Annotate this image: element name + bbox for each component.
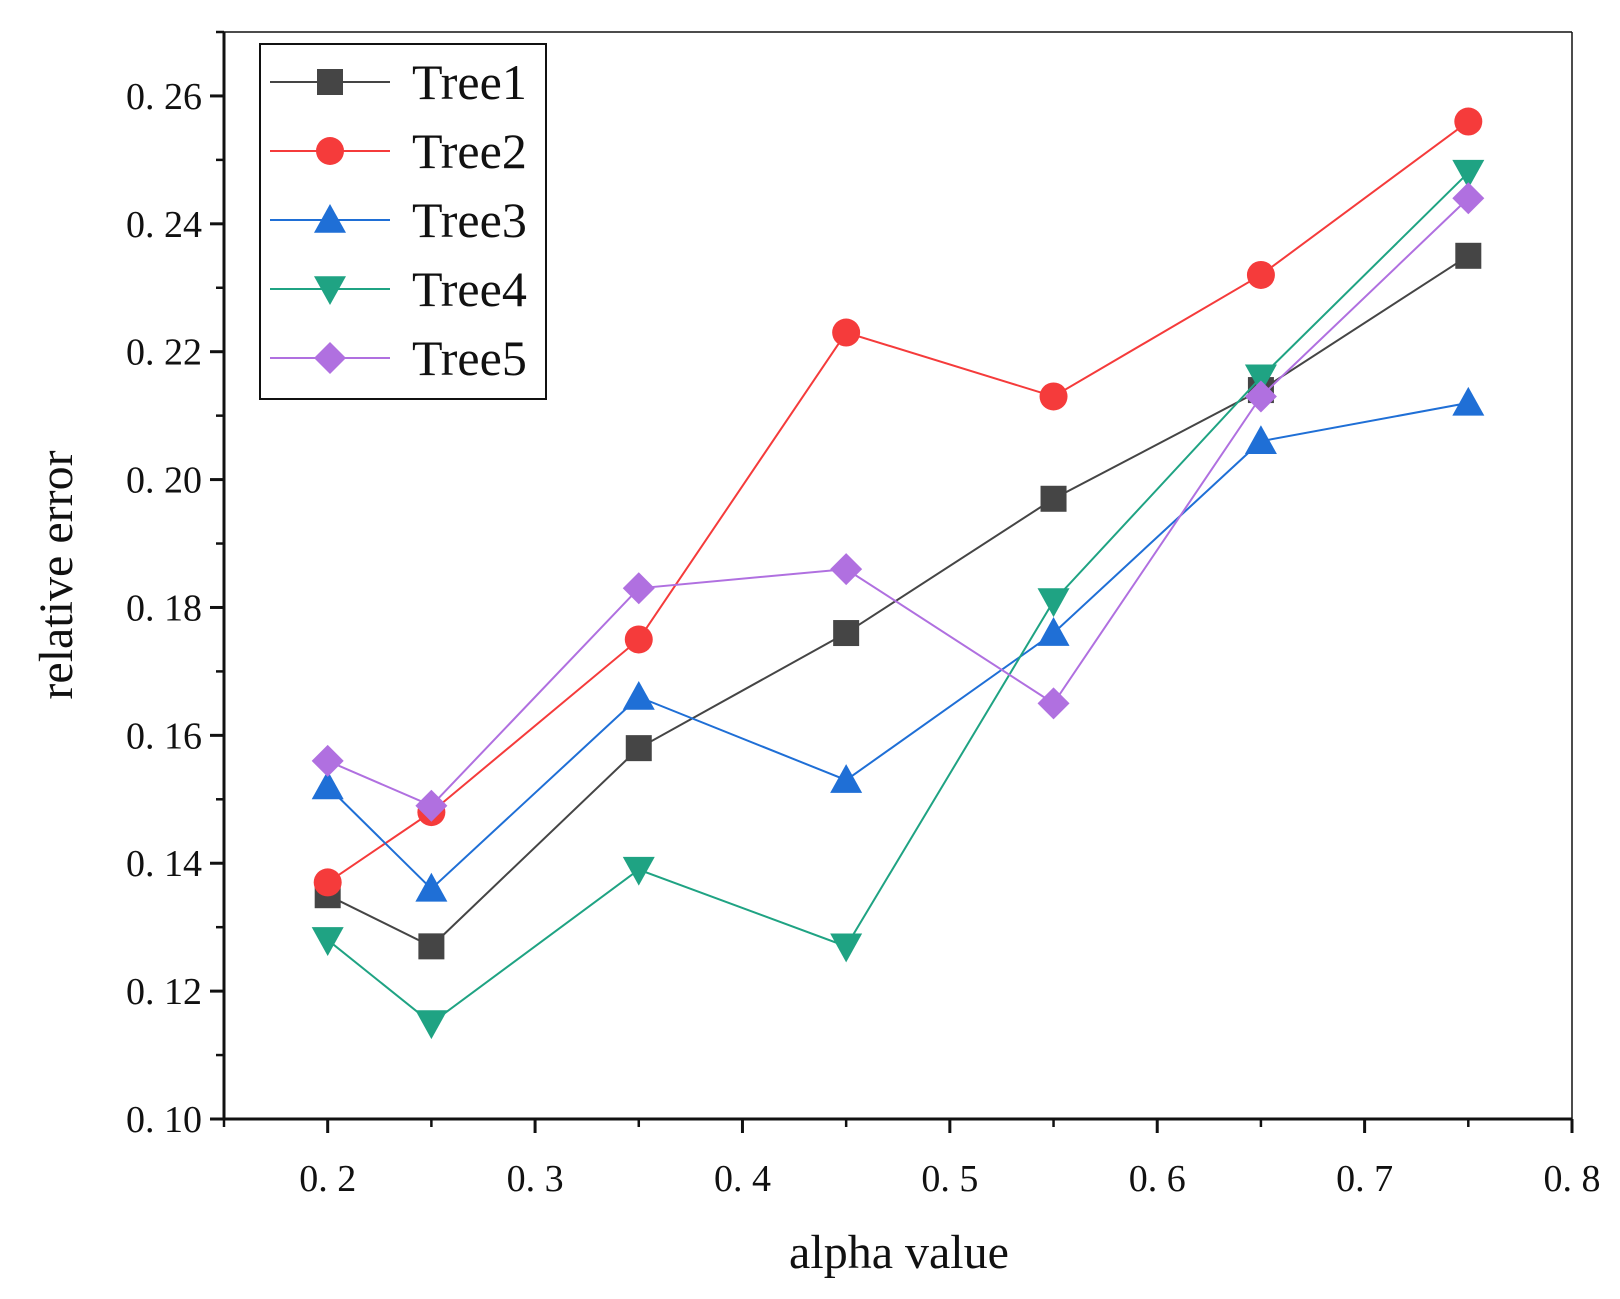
y-tick-label: 0. 18 — [126, 587, 202, 629]
data-point — [830, 764, 863, 793]
data-point — [418, 933, 445, 960]
legend-item-tree3: Tree3 — [270, 192, 527, 248]
series-tree4 — [311, 159, 1485, 1040]
data-point — [622, 856, 655, 886]
y-tick-label: 0. 20 — [126, 460, 202, 502]
x-tick-label: 0. 3 — [507, 1158, 564, 1200]
legend-item-tree2: Tree2 — [270, 123, 527, 179]
y-axis-title: relative error — [30, 450, 83, 699]
data-point — [1244, 425, 1277, 455]
data-point — [1452, 159, 1485, 189]
data-point — [1037, 687, 1070, 720]
data-point — [415, 1010, 448, 1040]
data-point — [311, 744, 344, 777]
data-point — [624, 625, 653, 654]
x-tick-label: 0. 7 — [1336, 1158, 1393, 1200]
y-tick-label: 0. 22 — [126, 332, 202, 374]
data-point — [833, 620, 860, 647]
x-tick-label: 0. 4 — [714, 1158, 771, 1200]
data-point — [622, 680, 655, 710]
legend-box — [259, 43, 547, 400]
data-point — [311, 770, 344, 800]
data-point — [415, 789, 448, 822]
legend-marker — [317, 69, 343, 95]
series-line — [326, 401, 1469, 891]
legend-label: Tree5 — [412, 330, 527, 386]
x-axis-title: alpha value — [789, 1226, 1009, 1279]
legend-item-tree5: Tree5 — [270, 330, 527, 386]
y-tick-label: 0. 10 — [126, 1099, 202, 1141]
series-tree5 — [311, 182, 1485, 822]
legend-label: Tree3 — [412, 192, 527, 248]
data-point — [415, 872, 448, 902]
legend-label: Tree2 — [412, 123, 527, 179]
series-layer — [311, 107, 1485, 1040]
data-point — [1037, 617, 1070, 646]
legend-item-tree1: Tree1 — [270, 54, 527, 110]
x-tick-label: 0. 5 — [921, 1158, 978, 1200]
y-tick-label: 0. 12 — [126, 971, 202, 1013]
y-tick-label: 0. 14 — [126, 843, 202, 885]
data-point — [1454, 107, 1483, 136]
x-tick-label: 0. 6 — [1129, 1158, 1186, 1200]
series-tree3 — [311, 386, 1485, 902]
data-point — [1452, 182, 1485, 215]
data-point — [1455, 242, 1482, 269]
x-tick-label: 0. 2 — [299, 1158, 356, 1200]
x-tick-label: 0. 8 — [1544, 1158, 1601, 1200]
data-point — [1244, 364, 1277, 394]
data-point — [830, 933, 863, 963]
legend-label: Tree4 — [412, 261, 527, 317]
y-tick-label: 0. 16 — [126, 715, 202, 757]
data-point — [313, 868, 342, 897]
legend: Tree1 Tree2 Tree3 Tree4 Tree5 — [259, 43, 547, 400]
legend-marker — [314, 204, 346, 233]
legend-marker — [314, 342, 346, 374]
legend-label: Tree1 — [412, 54, 527, 110]
data-point — [1037, 588, 1070, 618]
data-point — [1452, 386, 1485, 416]
data-point — [625, 735, 652, 762]
legend-item-tree4: Tree4 — [270, 261, 527, 317]
data-point — [830, 553, 863, 586]
data-point — [1040, 485, 1067, 512]
axes: 0. 10 0. 12 0. 14 0. 16 0. 18 0. 20 0. 22 0. 24… — [126, 30, 1601, 1200]
data-point — [1246, 260, 1275, 289]
y-tick-label: 0. 24 — [126, 204, 202, 246]
data-point — [1244, 380, 1277, 413]
data-point — [622, 572, 655, 605]
data-point — [1039, 382, 1068, 411]
data-point — [311, 927, 344, 956]
legend-marker — [316, 137, 344, 165]
y-tick-label: 0. 26 — [126, 76, 202, 118]
legend-marker — [314, 276, 346, 305]
data-point — [832, 318, 861, 347]
